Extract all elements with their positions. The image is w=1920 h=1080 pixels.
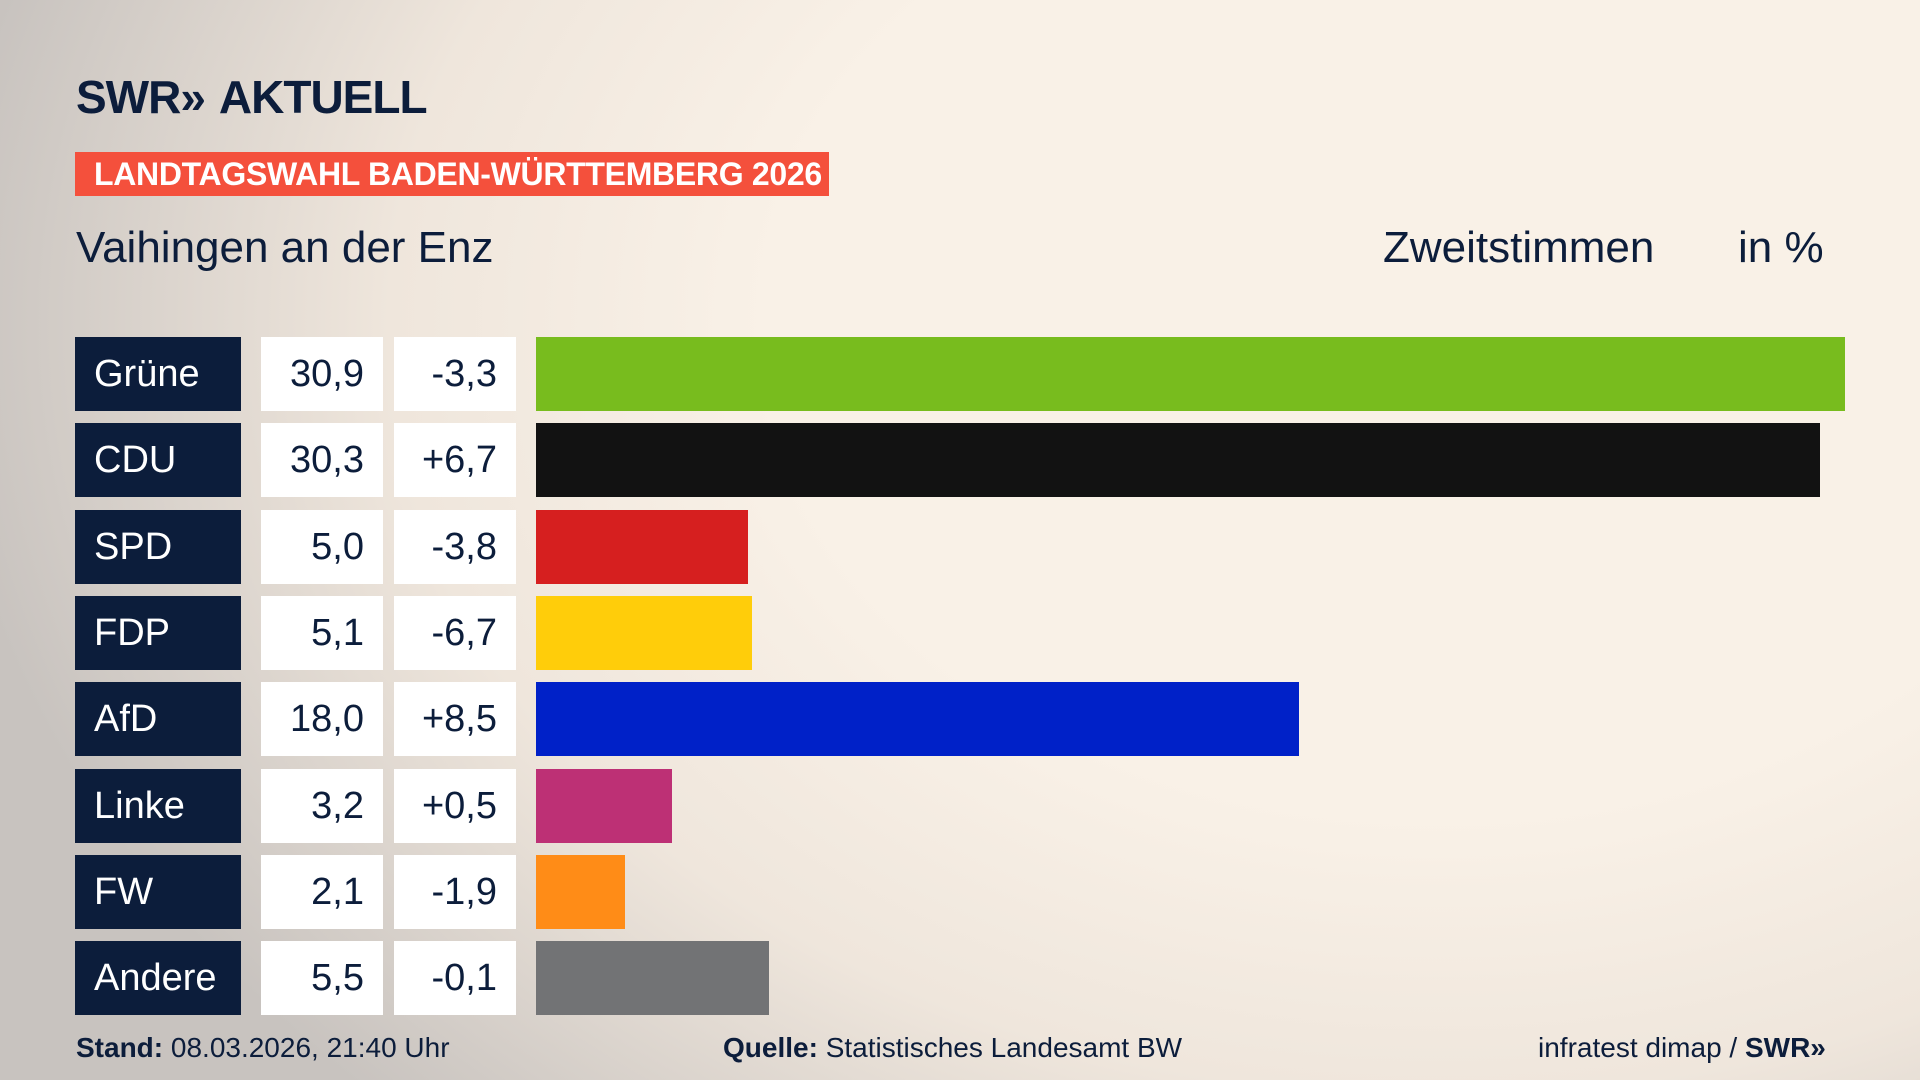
change-label: +6,7 bbox=[394, 423, 516, 498]
chevron-icon: » bbox=[180, 71, 206, 123]
district-title: Vaihingen an der Enz bbox=[76, 223, 494, 272]
change-label: -3,8 bbox=[394, 509, 516, 584]
chart-row: Andere 5,5 -0,1 bbox=[75, 941, 769, 1016]
bar bbox=[536, 423, 1820, 498]
source: Quelle: Statistisches Landesamt BW bbox=[723, 1030, 1182, 1066]
source-label: Quelle: bbox=[723, 1032, 818, 1063]
chart-row: FDP 5,1 -6,7 bbox=[75, 595, 753, 670]
swr-logo-small: SWR» bbox=[1744, 1032, 1826, 1063]
bar bbox=[536, 941, 769, 1016]
value-label: 5,1 bbox=[261, 595, 383, 670]
bar bbox=[536, 682, 1299, 757]
bar bbox=[536, 854, 625, 929]
value-label: 3,2 bbox=[261, 768, 383, 843]
credit-text: infratest dimap / bbox=[1538, 1032, 1738, 1063]
value-label: 30,9 bbox=[261, 337, 383, 411]
change-label: -6,7 bbox=[394, 595, 516, 670]
value-label: 5,5 bbox=[261, 941, 383, 1016]
party-label: FW bbox=[75, 854, 241, 929]
value-label: 30,3 bbox=[261, 423, 383, 498]
party-label: Grüne bbox=[75, 337, 241, 411]
chart-row: Grüne 30,9 -3,3 bbox=[75, 337, 1845, 411]
change-label: -3,3 bbox=[394, 337, 516, 411]
value-label: 2,1 bbox=[261, 854, 383, 929]
value-label: 5,0 bbox=[261, 509, 383, 584]
bar bbox=[536, 595, 753, 670]
bar bbox=[536, 337, 1845, 411]
unit-label: in % bbox=[1738, 223, 1824, 272]
logo-product: AKTUELL bbox=[218, 71, 428, 123]
logo-brand: SWR bbox=[76, 71, 181, 123]
bar bbox=[536, 768, 672, 843]
source-value: Statistisches Landesamt BW bbox=[825, 1032, 1183, 1063]
vote-type: Zweitstimmen bbox=[1383, 223, 1655, 272]
chart-row: CDU 30,3 +6,7 bbox=[75, 423, 1820, 498]
chart-row: FW 2,1 -1,9 bbox=[75, 854, 625, 929]
party-label: Linke bbox=[75, 768, 241, 843]
party-label: SPD bbox=[75, 509, 241, 584]
credit: infratest dimap / SWR» bbox=[1538, 1030, 1826, 1066]
party-label: Andere bbox=[75, 941, 241, 1016]
value-label: 18,0 bbox=[261, 682, 383, 757]
change-label: +0,5 bbox=[394, 768, 516, 843]
bar bbox=[536, 509, 748, 584]
party-label: CDU bbox=[75, 423, 241, 498]
chart-row: SPD 5,0 -3,8 bbox=[75, 509, 748, 584]
chart-row: Linke 3,2 +0,5 bbox=[75, 768, 672, 843]
change-label: -0,1 bbox=[394, 941, 516, 1016]
change-label: -1,9 bbox=[394, 854, 516, 929]
election-banner: LANDTAGSWAHL BADEN-WÜRTTEMBERG 2026 bbox=[75, 152, 829, 196]
change-label: +8,5 bbox=[394, 682, 516, 757]
timestamp: Stand: 08.03.2026, 21:40 Uhr bbox=[76, 1030, 450, 1066]
party-label: FDP bbox=[75, 595, 241, 670]
stand-value: 08.03.2026, 21:40 Uhr bbox=[170, 1032, 450, 1063]
swr-aktuell-logo: SWR» AKTUELL bbox=[76, 70, 428, 124]
stand-label: Stand: bbox=[76, 1032, 164, 1063]
party-label: AfD bbox=[75, 682, 241, 757]
chart-row: AfD 18,0 +8,5 bbox=[75, 682, 1299, 757]
